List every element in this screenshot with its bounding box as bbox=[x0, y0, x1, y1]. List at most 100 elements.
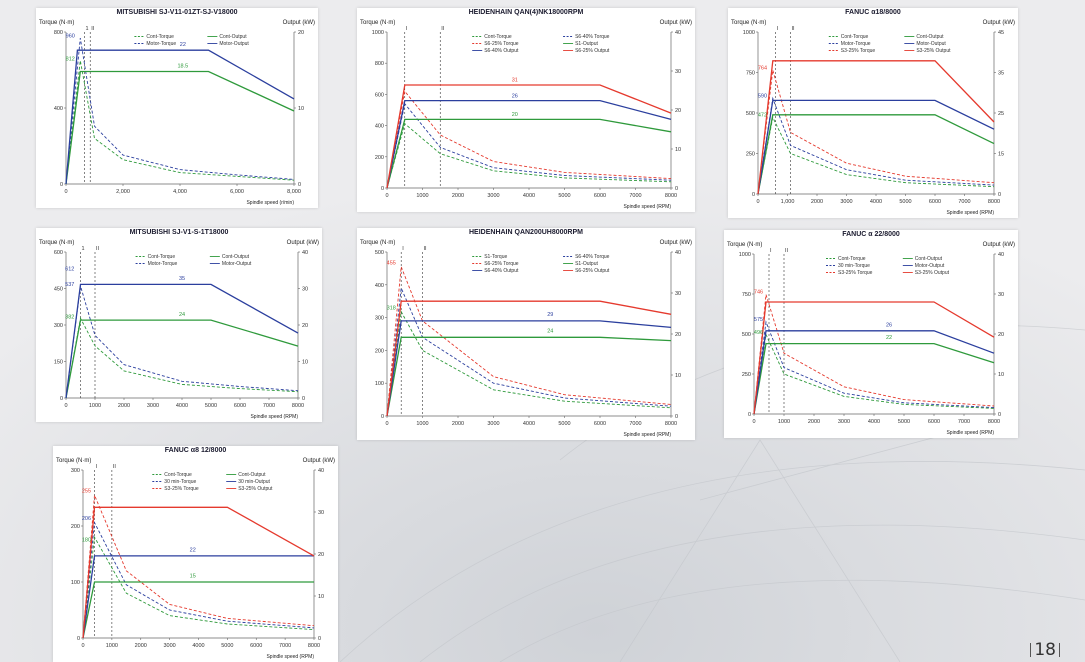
y2-tick-label: 40 bbox=[302, 250, 308, 256]
legend-label: S3-25% Torque bbox=[841, 48, 876, 54]
y-tick-label: 0 bbox=[752, 192, 755, 198]
legend-label: 30 min-Output bbox=[238, 479, 270, 485]
series-line bbox=[82, 555, 314, 639]
series-line bbox=[757, 116, 995, 195]
y-tick-label: 250 bbox=[742, 372, 751, 378]
x-tick-label: 7000 bbox=[629, 421, 641, 427]
data-label: 26 bbox=[512, 94, 518, 100]
data-label: 206 bbox=[82, 516, 91, 522]
legend-label: S3-25% Torque bbox=[838, 270, 873, 276]
legend-label: 30 min-Torque bbox=[164, 479, 196, 485]
y-tick-label: 750 bbox=[742, 292, 751, 298]
y2-axis-label: Output (kW) bbox=[287, 240, 319, 246]
data-label: 22 bbox=[190, 547, 196, 553]
x-axis-label: Spindle speed (RPM) bbox=[946, 210, 994, 216]
y2-axis-label: Output (kW) bbox=[660, 240, 692, 246]
x-axis-label: Spindle speed (RPM) bbox=[623, 432, 671, 438]
x-tick-label: 5000 bbox=[899, 199, 911, 205]
data-label: 180 bbox=[82, 538, 91, 544]
y2-tick-label: 0 bbox=[675, 414, 678, 420]
y2-tick-label: 10 bbox=[302, 360, 308, 366]
series-line bbox=[757, 114, 995, 195]
series-line bbox=[386, 310, 672, 417]
chart-card-mitsubishi-sj-v11: MITSUBISHI SJ-V11-01ZT-SJ-V18000 Torque … bbox=[36, 8, 318, 208]
legend-label: S3-25% Output bbox=[238, 486, 273, 492]
legend-label: S1-Output bbox=[575, 41, 598, 47]
series-line bbox=[65, 70, 295, 185]
page-number: 18 bbox=[1027, 640, 1063, 660]
data-label: 537 bbox=[65, 282, 74, 288]
series-line bbox=[386, 336, 672, 417]
speed-range-label: I bbox=[402, 246, 404, 252]
y2-axis-label: Output (kW) bbox=[303, 458, 335, 464]
y2-axis-label: Output (kW) bbox=[983, 20, 1015, 26]
legend-label: Cont-Output bbox=[222, 254, 250, 260]
legend-label: Cont-Torque bbox=[484, 34, 512, 40]
y2-tick-label: 40 bbox=[998, 252, 1004, 258]
data-label: 472 bbox=[758, 113, 767, 119]
data-label: 318 bbox=[387, 305, 396, 311]
y-axis-label: Torque (N·m) bbox=[731, 20, 766, 26]
y2-tick-label: 30 bbox=[302, 287, 308, 293]
y2-tick-label: 10 bbox=[675, 147, 681, 153]
data-label: 590 bbox=[758, 94, 767, 100]
y-tick-label: 300 bbox=[71, 468, 80, 474]
series-line bbox=[386, 118, 672, 189]
chart-svg: Torque (N·m) Output (kW) Spindle speed (RP… bbox=[731, 20, 1015, 216]
series-line bbox=[757, 60, 995, 195]
chart-svg: Torque (N·m) Output (kW) Spindle speed (RP… bbox=[727, 242, 1015, 436]
y-tick-label: 300 bbox=[375, 316, 384, 322]
legend-label: S3-25% Output bbox=[915, 270, 950, 276]
y-tick-label: 0 bbox=[60, 396, 63, 402]
legend-label: S6-40% Torque bbox=[575, 254, 610, 260]
x-axis-label: Spindle speed (RPM) bbox=[946, 430, 994, 436]
data-label: 20 bbox=[512, 112, 518, 118]
data-label: 22 bbox=[886, 335, 892, 341]
data-label: 24 bbox=[547, 328, 553, 334]
data-label: 812 bbox=[66, 57, 75, 63]
y2-tick-label: 20 bbox=[675, 108, 681, 114]
y-tick-label: 100 bbox=[71, 580, 80, 586]
speed-range-label: II bbox=[791, 26, 795, 32]
legend-label: Cont-Torque bbox=[838, 256, 866, 262]
x-tick-label: 8000 bbox=[308, 643, 320, 649]
y-tick-label: 100 bbox=[375, 381, 384, 387]
speed-range-label: 1 bbox=[86, 26, 89, 32]
y-tick-label: 600 bbox=[54, 250, 63, 256]
series-line bbox=[82, 506, 315, 639]
y-tick-label: 800 bbox=[54, 30, 63, 36]
chart-svg: Torque (N·m) Output (kW) Spindle speed (r/… bbox=[39, 20, 315, 206]
chart-svg: Torque (N·m) Output (kW) Spindle speed (RP… bbox=[360, 20, 692, 210]
chart-card-mitsubishi-sj-v1: MITSUBISHI SJ-V1-S-1T18000 Torque (N·m) O… bbox=[36, 228, 322, 422]
x-tick-label: 1000 bbox=[89, 403, 101, 409]
legend-label: S1-Torque bbox=[484, 254, 507, 260]
series-line bbox=[65, 316, 299, 399]
x-axis-label: Spindle speed (RPM) bbox=[266, 654, 314, 660]
chart-svg: Torque (N·m) Output (kW) Spindle speed (RP… bbox=[360, 240, 692, 438]
legend-label: S3-25% Torque bbox=[164, 486, 199, 492]
y2-tick-label: 20 bbox=[998, 332, 1004, 338]
chart-title: HEIDENHAIN QAN(4)NK18000RPM bbox=[468, 9, 584, 16]
data-label: 255 bbox=[82, 488, 91, 494]
chart-title: FANUC α 22/8000 bbox=[842, 231, 900, 238]
data-label: 15 bbox=[190, 574, 196, 580]
x-tick-label: 5000 bbox=[205, 403, 217, 409]
x-tick-label: 0 bbox=[64, 403, 67, 409]
x-tick-label: 5000 bbox=[558, 421, 570, 427]
y2-tick-label: 20 bbox=[298, 30, 304, 36]
legend-label: Motor-Torque bbox=[146, 41, 176, 47]
x-tick-label: 3000 bbox=[838, 419, 850, 425]
legend-label: Cont-Output bbox=[238, 472, 266, 478]
series-line bbox=[386, 84, 672, 189]
chart-title: MITSUBISHI SJ-V11-01ZT-SJ-V18000 bbox=[116, 9, 238, 16]
y-tick-label: 0 bbox=[381, 414, 384, 420]
series-line bbox=[386, 90, 672, 189]
y-tick-label: 400 bbox=[375, 283, 384, 289]
y2-tick-label: 10 bbox=[318, 594, 324, 600]
x-tick-label: 2000 bbox=[118, 403, 130, 409]
y2-tick-label: 10 bbox=[998, 372, 1004, 378]
x-tick-label: 6000 bbox=[928, 419, 940, 425]
x-tick-label: 4000 bbox=[176, 403, 188, 409]
legend-label: S6-25% Output bbox=[575, 268, 610, 274]
data-label: 29 bbox=[547, 312, 553, 318]
